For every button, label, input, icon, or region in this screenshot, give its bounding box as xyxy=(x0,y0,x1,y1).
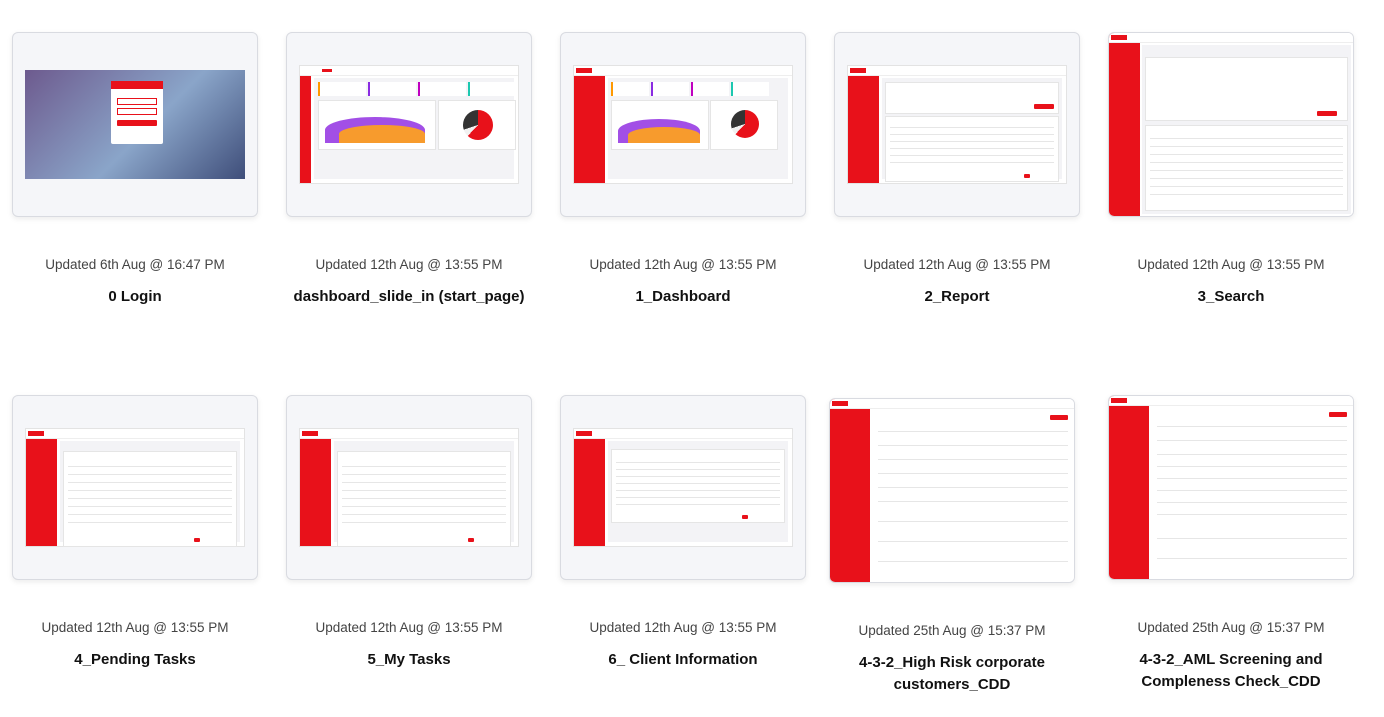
screen-title[interactable]: dashboard_slide_in (start_page) xyxy=(293,288,525,305)
screen-title[interactable]: 5_My Tasks xyxy=(367,651,451,668)
screen-title[interactable]: 0 Login xyxy=(108,288,162,305)
screen-title[interactable]: 2_Report xyxy=(924,288,990,305)
screen-thumbnail[interactable] xyxy=(12,32,258,217)
login-background xyxy=(25,70,245,179)
login-panel xyxy=(111,81,163,144)
screen-card-high-risk-cdd[interactable]: Updated 25th Aug @ 15:37 PM 4-3-2_High R… xyxy=(829,398,1075,696)
screen-thumbnail[interactable] xyxy=(12,395,258,580)
screen-thumbnail[interactable] xyxy=(1108,395,1354,580)
updated-timestamp: Updated 12th Aug @ 13:55 PM xyxy=(589,620,777,635)
screen-title[interactable]: 6_ Client Information xyxy=(608,651,758,668)
updated-timestamp: Updated 12th Aug @ 13:55 PM xyxy=(863,257,1051,272)
updated-timestamp: Updated 12th Aug @ 13:55 PM xyxy=(315,257,503,272)
screen-title[interactable]: 4-3-2_High Risk corporate customers_CDD xyxy=(859,654,1045,693)
screen-card-dashboard[interactable]: Updated 12th Aug @ 13:55 PM 1_Dashboard xyxy=(560,32,806,308)
screen-title[interactable]: 1_Dashboard xyxy=(635,288,731,305)
screen-title[interactable]: 4_Pending Tasks xyxy=(74,651,196,668)
screen-card-client-information[interactable]: Updated 12th Aug @ 13:55 PM 6_ Client In… xyxy=(560,395,806,671)
screen-title[interactable]: 3_Search xyxy=(1197,288,1265,305)
screen-card-report[interactable]: Updated 12th Aug @ 13:55 PM 2_Report xyxy=(834,32,1080,308)
updated-timestamp: Updated 25th Aug @ 15:37 PM xyxy=(858,623,1046,638)
updated-timestamp: Updated 6th Aug @ 16:47 PM xyxy=(45,257,225,272)
screen-card-pending-tasks[interactable]: Updated 12th Aug @ 13:55 PM 4_Pending Ta… xyxy=(12,395,258,671)
screen-thumbnail[interactable] xyxy=(1108,32,1354,217)
updated-timestamp: Updated 12th Aug @ 13:55 PM xyxy=(41,620,229,635)
updated-timestamp: Updated 12th Aug @ 13:55 PM xyxy=(1137,257,1325,272)
screen-card-search[interactable]: Updated 12th Aug @ 13:55 PM 3_Search xyxy=(1108,32,1354,308)
updated-timestamp: Updated 12th Aug @ 13:55 PM xyxy=(315,620,503,635)
screen-title[interactable]: 4-3-2_AML Screening and Compleness Check… xyxy=(1139,651,1323,690)
updated-timestamp: Updated 12th Aug @ 13:55 PM xyxy=(589,257,777,272)
screen-card-login[interactable]: Updated 6th Aug @ 16:47 PM 0 Login xyxy=(12,32,258,308)
screen-card-dashboard-slide-in[interactable]: Updated 12th Aug @ 13:55 PM dashboard_sl… xyxy=(286,32,532,308)
screen-thumbnail[interactable] xyxy=(560,395,806,580)
screen-thumbnail[interactable] xyxy=(560,32,806,217)
screen-thumbnail[interactable] xyxy=(829,398,1075,583)
screen-thumbnail[interactable] xyxy=(286,395,532,580)
screen-card-aml-screening-cdd[interactable]: Updated 25th Aug @ 15:37 PM 4-3-2_AML Sc… xyxy=(1108,395,1354,693)
screen-thumbnail[interactable] xyxy=(286,32,532,217)
screen-card-my-tasks[interactable]: Updated 12th Aug @ 13:55 PM 5_My Tasks xyxy=(286,395,532,671)
updated-timestamp: Updated 25th Aug @ 15:37 PM xyxy=(1137,620,1325,635)
screen-thumbnail[interactable] xyxy=(834,32,1080,217)
